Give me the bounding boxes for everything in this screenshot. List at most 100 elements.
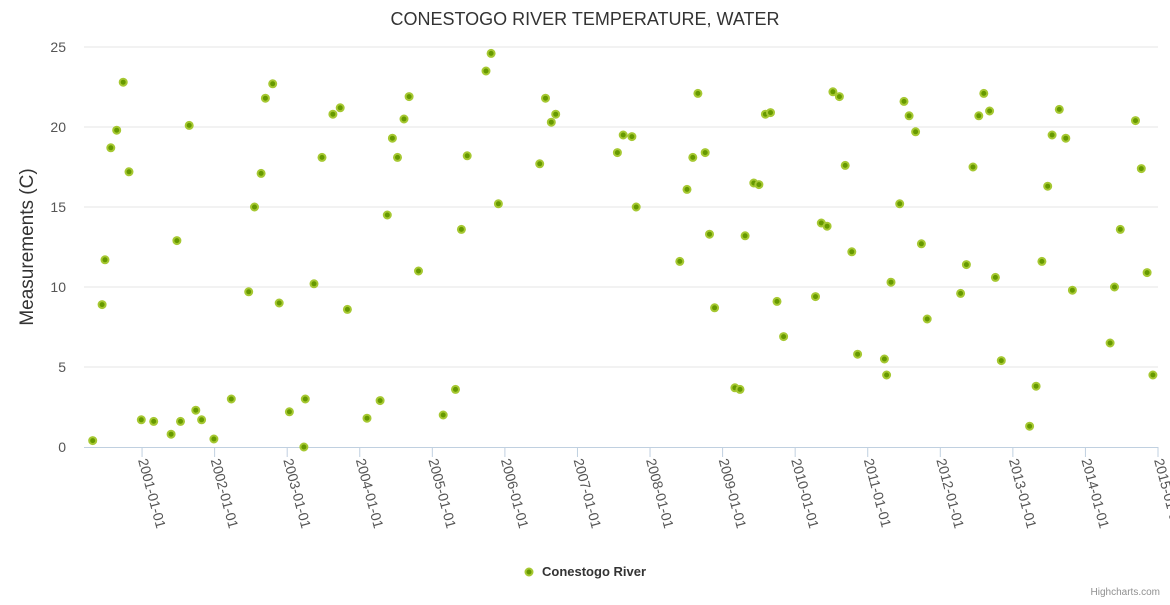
data-point[interactable] [462,151,472,161]
data-point[interactable] [895,199,905,209]
data-point[interactable] [688,152,698,162]
data-point[interactable] [493,199,503,209]
data-point[interactable] [535,159,545,169]
data-point[interactable] [260,93,270,103]
data-point[interactable] [335,103,345,113]
legend-marker[interactable] [524,567,534,577]
data-point[interactable] [328,109,338,119]
data-point[interactable] [840,160,850,170]
data-point[interactable] [414,266,423,276]
data-point[interactable] [184,120,194,130]
data-point[interactable] [274,298,284,308]
data-point[interactable] [990,272,1000,282]
data-point[interactable] [904,111,914,121]
data-point[interactable] [244,287,254,297]
data-point[interactable] [911,127,921,137]
data-point[interactable] [299,442,309,452]
data-point[interactable] [393,152,402,162]
data-point[interactable] [256,168,266,178]
data-point[interactable] [1142,268,1152,278]
data-point[interactable] [112,125,122,135]
data-point[interactable] [766,108,775,118]
data-point[interactable] [88,436,98,446]
data-point[interactable] [974,111,984,121]
data-point[interactable] [124,167,134,177]
data-point[interactable] [1061,133,1071,143]
data-point[interactable] [996,356,1006,366]
data-point[interactable] [754,180,764,190]
data-point[interactable] [250,202,259,212]
data-point[interactable] [631,202,641,212]
data-point[interactable] [847,247,857,257]
legend[interactable]: Conestogo River [524,564,647,579]
data-point[interactable] [682,184,692,194]
data-point[interactable] [735,384,745,394]
data-point[interactable] [1054,104,1064,114]
data-point[interactable] [879,354,889,364]
data-point[interactable] [618,130,628,140]
data-point[interactable] [899,96,909,106]
data-point[interactable] [1148,370,1158,380]
legend-label[interactable]: Conestogo River [542,564,646,579]
data-point[interactable] [136,415,146,425]
data-point[interactable] [438,410,448,420]
data-point[interactable] [828,87,838,97]
data-point[interactable] [486,48,496,58]
data-point[interactable] [481,66,491,76]
data-point[interactable] [834,92,844,102]
data-point[interactable] [342,304,352,314]
data-point[interactable] [811,292,820,302]
data-point[interactable] [675,256,685,266]
data-point[interactable] [172,236,182,246]
data-point[interactable] [612,148,622,158]
data-point[interactable] [882,370,892,380]
data-point[interactable] [979,88,989,98]
data-point[interactable] [300,394,310,404]
data-point[interactable] [693,88,703,98]
data-point[interactable] [779,332,789,342]
data-point[interactable] [705,229,714,239]
data-point[interactable] [176,416,185,426]
data-point[interactable] [1136,164,1146,174]
data-point[interactable] [451,384,460,394]
data-point[interactable] [97,300,107,310]
data-point[interactable] [627,132,637,142]
data-point[interactable] [740,231,750,241]
data-point[interactable] [1105,338,1115,348]
data-point[interactable] [822,221,832,231]
data-point[interactable] [399,114,409,124]
data-point[interactable] [1047,130,1057,140]
data-point[interactable] [197,415,207,425]
data-point[interactable] [191,405,201,415]
data-point[interactable] [1115,224,1125,234]
data-point[interactable] [916,239,926,249]
data-point[interactable] [106,143,116,153]
data-point[interactable] [961,260,971,270]
data-point[interactable] [1043,181,1053,191]
data-point[interactable] [1025,421,1035,431]
data-point[interactable] [1031,381,1041,391]
credits-link[interactable]: Highcharts.com [1091,587,1160,598]
data-point[interactable] [886,277,896,287]
data-point[interactable] [1110,282,1119,292]
data-point[interactable] [209,434,219,444]
data-point[interactable] [387,133,397,143]
data-point[interactable] [149,416,159,426]
data-point[interactable] [700,148,710,158]
data-point[interactable] [309,279,319,289]
data-point[interactable] [317,152,327,162]
data-point[interactable] [284,407,294,417]
data-point[interactable] [362,413,372,423]
data-point[interactable] [968,162,978,172]
data-point[interactable] [404,92,414,102]
data-point[interactable] [1067,285,1077,295]
data-point[interactable] [1131,116,1140,126]
data-point[interactable] [166,429,176,439]
data-point[interactable] [710,303,720,313]
data-point[interactable] [772,296,782,306]
data-point[interactable] [226,394,236,404]
data-point[interactable] [456,224,466,234]
data-point[interactable] [922,314,932,324]
data-point[interactable] [268,79,278,89]
data-point[interactable] [541,93,550,103]
